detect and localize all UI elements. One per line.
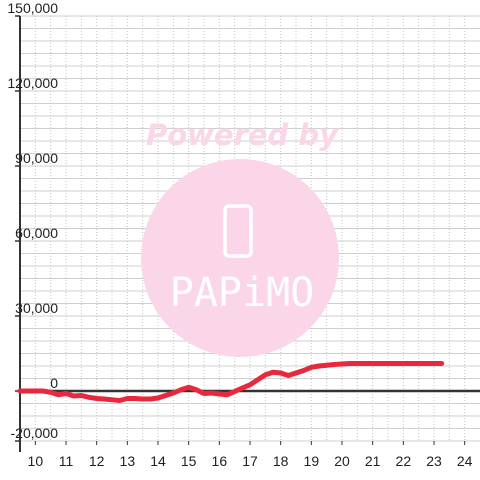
phone-icon [223, 204, 253, 258]
axes [15, 15, 480, 452]
x-tick-label: 10 [28, 453, 44, 469]
y-tick-label: 150,000 [7, 0, 58, 16]
x-tick-label: 23 [426, 453, 442, 469]
y-tick-label: 90,000 [15, 150, 58, 166]
watermark-logo-circle [141, 159, 339, 357]
series-line [17, 361, 445, 403]
y-tick-label: 0 [50, 375, 58, 391]
x-tick-label: 21 [365, 453, 381, 469]
x-tick-label: 17 [242, 453, 258, 469]
watermark: Powered by PAPiMO [141, 118, 339, 357]
x-tick-label: 24 [457, 453, 473, 469]
x-tick-label: 14 [150, 453, 166, 469]
x-tick-label: 15 [181, 453, 197, 469]
x-tick-label: 19 [304, 453, 320, 469]
x-tick-label: 18 [273, 453, 289, 469]
y-tick-label: 30,000 [15, 300, 58, 316]
x-tick-label: 12 [89, 453, 105, 469]
x-tick-label: 22 [396, 453, 412, 469]
series-layer [17, 361, 445, 403]
x-tick-label: 11 [59, 453, 74, 469]
x-tick-label: 20 [334, 453, 350, 469]
watermark-logo-text: PAPiMO [170, 270, 315, 316]
watermark-text: Powered by [146, 118, 339, 152]
y-tick-label: 60,000 [15, 225, 58, 241]
tick-labels: -20,000 0 30,000 60,000 90,000 120,000 150,000… [7, 0, 472, 469]
x-tick-label: 13 [120, 453, 136, 469]
x-tick-label: 16 [212, 453, 228, 469]
y-tick-label: 120,000 [7, 75, 58, 91]
y-tick-label: -20,000 [11, 425, 59, 441]
